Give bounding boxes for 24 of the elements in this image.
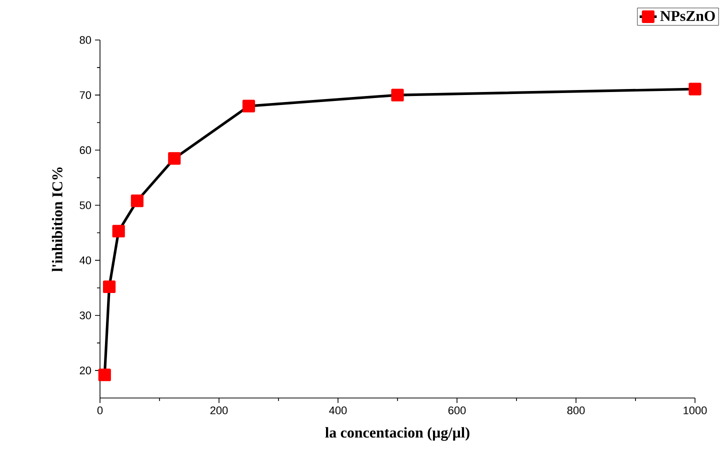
y-tick-label: 50: [80, 201, 92, 210]
point: [130, 194, 144, 208]
point: [98, 368, 111, 382]
point: [688, 82, 702, 96]
y-tick-label: 40: [80, 256, 92, 264]
x-tick-label: 800: [567, 406, 585, 414]
y-tick-label: 80: [80, 36, 92, 44]
point: [242, 100, 256, 112]
y-tick-label: 70: [80, 91, 92, 99]
point: [102, 280, 116, 294]
point: [391, 88, 404, 102]
point: [168, 152, 181, 165]
y-tick-label: 20: [80, 366, 92, 374]
y-tick-label: 60: [80, 146, 92, 154]
x-tick-label: 1000: [684, 406, 707, 414]
point: [112, 224, 125, 238]
x-tick-label: 600: [448, 406, 466, 414]
x-tick-label: 0: [97, 406, 103, 414]
y-tick-label: 30: [80, 312, 92, 320]
y-axis-title: l'inhibition IC%: [52, 167, 62, 272]
legend-label: NPsZnO: [660, 10, 715, 22]
x-axis-title: la concentacion (µg/µl): [325, 427, 470, 441]
x-tick-label: 200: [210, 406, 228, 414]
x-tick-label: 400: [329, 406, 347, 414]
